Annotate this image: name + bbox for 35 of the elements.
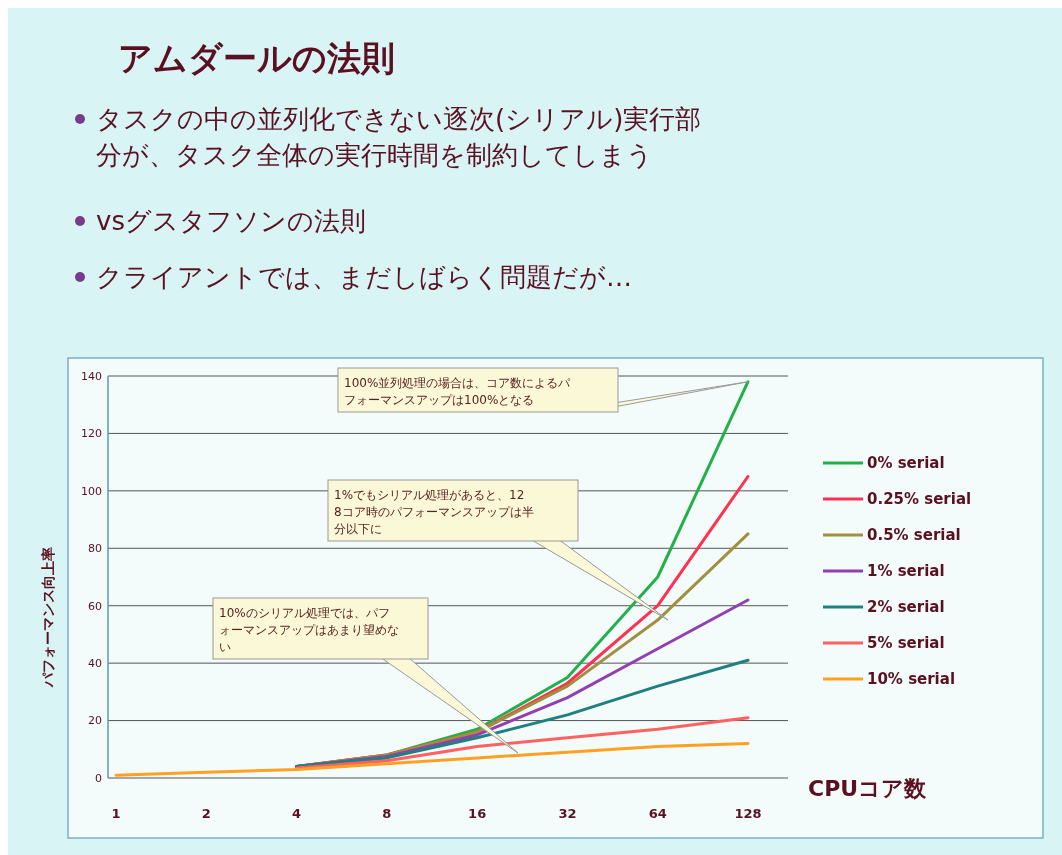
x-tick-label: 16 [468,806,487,821]
legend-label: 0.5% serial [867,526,961,545]
legend-label: 0% serial [867,454,945,473]
y-tick-label: 40 [88,656,102,670]
text: タスクの中の並列化できない逐次(シリアル)実行部分が、タスク全体の実行時間を制約してしまう [96,104,702,170]
y-axis-title: パフォーマンス向上率 [40,547,56,688]
x-axis-title: CPUコア数 [808,776,928,801]
x-tick-label: 1 [111,806,121,821]
y-tick-label: 100 [81,484,102,498]
x-tick-label: 32 [558,806,577,821]
y-tick-label: 60 [88,599,102,613]
x-tick-label: 8 [382,806,392,821]
legend-label: 2% serial [867,598,945,617]
text: vsグスタフソンの法則 [96,206,366,236]
y-tick-label: 140 [81,369,102,383]
x-tick-label: 2 [201,806,211,821]
legend-label: 0.25% serial [867,490,972,509]
legend-label: 5% serial [867,634,945,653]
annotation: 10%のシリアル処理では、パフォーマンスアップはあまり望めない [219,606,399,654]
y-tick-label: 0 [95,771,102,785]
line-series [114,742,750,777]
legend-label: 10% serial [867,670,956,689]
x-tick-label: 4 [292,806,302,821]
x-tick-label: 64 [648,806,667,821]
x-tick-label: 128 [734,806,762,821]
annotation: 100%並列処理の場合は、コア数によるパフォーマンスアップは100%となる [344,376,572,407]
legend-label: 1% serial [867,562,945,581]
annotation: 1%でもシリアル処理があると、128コア時のパフォーマンスアップは半分以下に [334,488,534,536]
line-series [295,716,750,770]
y-tick-label: 80 [88,542,102,556]
chart-title: アムダールの法則 [118,38,395,78]
y-tick-label: 20 [88,714,102,728]
line-series [295,658,750,769]
text: クライアントでは、まだしばらく問題だが… [96,262,632,292]
y-tick-label: 120 [81,427,102,441]
